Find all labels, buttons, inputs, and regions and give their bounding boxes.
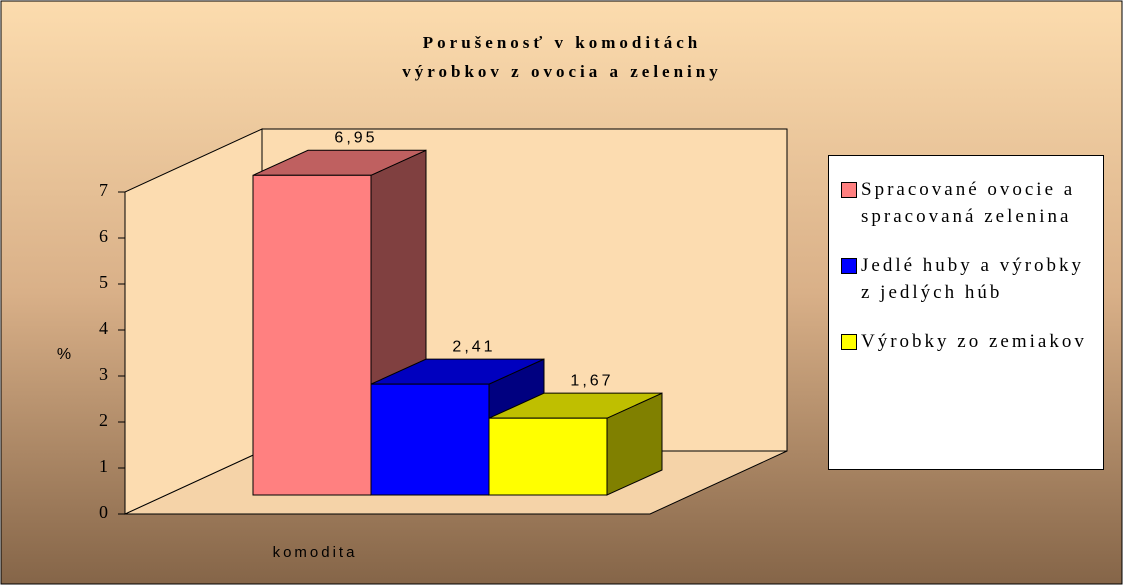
- y-tick-label: 0: [99, 502, 108, 522]
- bar: [370, 383, 490, 496]
- y-tick-label: 4: [99, 318, 108, 338]
- y-tick-label: 1: [99, 456, 108, 476]
- legend-label: Výrobky zo zemiakov: [861, 331, 1087, 352]
- chart-title: Porušenosť v komoditách: [423, 33, 701, 52]
- legend-entry: Jedlé huby a výrobky z jedlých húb: [841, 252, 1093, 306]
- y-tick-label: 6: [99, 226, 108, 246]
- data-label: 2,41: [452, 338, 495, 355]
- side-wall: [124, 128, 263, 515]
- y-tick-label: 7: [99, 180, 108, 200]
- data-label: 6,95: [334, 130, 377, 147]
- legend-entry: Výrobky zo zemiakov: [841, 328, 1093, 355]
- legend-swatch: [841, 258, 857, 274]
- legend: Spracované ovocie a spracovaná zelenina J…: [828, 155, 1104, 470]
- y-axis-label: %: [57, 346, 71, 363]
- x-tick-label: komodita: [273, 544, 358, 561]
- legend-swatch: [841, 334, 857, 350]
- legend-label: Spracované ovocie a spracovaná zelenina: [861, 179, 1076, 227]
- bar: [488, 417, 608, 496]
- bar: [252, 174, 372, 496]
- chart-title: výrobkov z ovocia a zeleniny: [402, 62, 721, 81]
- y-tick-label: 2: [99, 410, 108, 430]
- y-tick-label: 3: [99, 364, 108, 384]
- data-label: 1,67: [570, 372, 613, 389]
- legend-label: Jedlé huby a výrobky z jedlých húb: [861, 255, 1085, 303]
- y-tick-label: 5: [99, 272, 108, 292]
- legend-entry: Spracované ovocie a spracovaná zelenina: [841, 176, 1093, 230]
- legend-swatch: [841, 182, 857, 198]
